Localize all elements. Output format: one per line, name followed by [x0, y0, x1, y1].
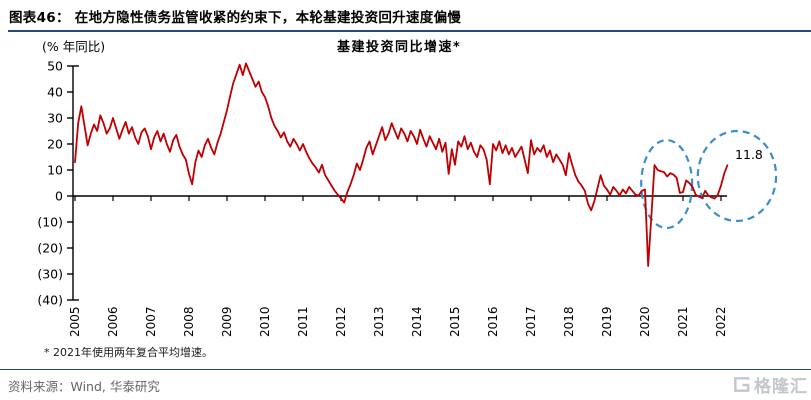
- x-axis-tick-label: 2017: [524, 306, 538, 337]
- x-axis-tick-label: 2014: [410, 306, 424, 337]
- chart-title: 基建投资同比增速*: [337, 40, 462, 55]
- y-axis-tick-label: (10): [37, 215, 63, 230]
- y-axis-tick-label: 50: [47, 59, 63, 74]
- x-axis-tick-label: 2012: [334, 306, 348, 337]
- x-axis-tick-label: 2016: [486, 306, 500, 337]
- source-text: 资料来源：Wind, 华泰研究: [8, 379, 160, 394]
- x-axis-tick-label: 2007: [144, 306, 158, 337]
- x-axis-tick-label: 2022: [714, 306, 728, 337]
- x-axis-tick-label: 2010: [258, 306, 272, 337]
- y-axis-tick-label: 10: [47, 163, 63, 178]
- value-annotation: 11.8: [735, 147, 763, 162]
- x-axis-tick-label: 2011: [296, 306, 310, 337]
- footnote: * 2021年使用两年复合平均增速。: [44, 346, 213, 359]
- x-axis-tick-label: 2015: [448, 306, 462, 337]
- title-divider: [8, 30, 811, 32]
- footer-divider: [0, 369, 811, 370]
- x-axis-tick-label: 2021: [676, 306, 690, 337]
- figure-title: 图表46： 在地方隐性债务监管收紧的约束下，本轮基建投资回升速度偏慢: [9, 10, 462, 26]
- gelonghui-logo: 格隆汇: [732, 372, 808, 397]
- x-axis-tick-label: 2020: [638, 306, 652, 337]
- highlight-ellipse: [696, 129, 778, 223]
- y-axis-tick-label: 30: [47, 111, 63, 126]
- y-axis-tick-label: 0: [55, 189, 63, 204]
- y-axis-tick-label: 40: [47, 85, 63, 100]
- data-line: [74, 62, 729, 267]
- x-axis-tick-label: 2019: [600, 306, 614, 337]
- logo-text: 格隆汇: [754, 377, 808, 397]
- y-axis-tick-label: 20: [47, 137, 63, 152]
- x-axis-tick-label: 2013: [372, 306, 386, 337]
- x-axis-tick-label: 2005: [68, 306, 82, 337]
- x-axis-tick-label: 2009: [220, 306, 234, 337]
- y-axis-unit-label: (% 年同比): [42, 39, 106, 54]
- y-axis-tick-label: (30): [37, 267, 63, 282]
- x-axis-tick-label: 2018: [562, 306, 576, 337]
- y-axis-tick-label: (20): [37, 241, 63, 256]
- logo-g-icon: [734, 377, 750, 392]
- y-axis-tick-label: (40): [37, 293, 63, 308]
- highlight-ellipse: [640, 138, 694, 230]
- x-axis-tick-label: 2008: [182, 306, 196, 337]
- x-axis-tick-label: 2006: [106, 306, 120, 337]
